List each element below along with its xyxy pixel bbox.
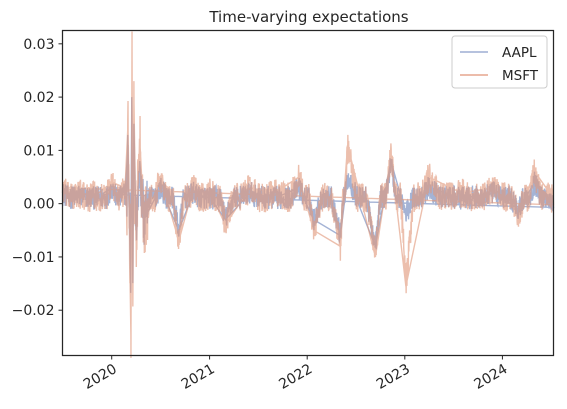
series-layer: [61, 31, 555, 358]
x-tick-label: 2021: [179, 361, 218, 393]
legend: AAPL MSFT: [451, 35, 548, 89]
y-tick-label: −0.01: [12, 250, 55, 266]
x-tick-label: 2020: [81, 361, 120, 393]
y-tick-label: 0.00: [23, 197, 54, 213]
x-tick-label: 2024: [472, 361, 511, 393]
legend-label-aapl: AAPL: [502, 45, 537, 61]
y-tick-label: 0.02: [23, 90, 54, 106]
y-tick-label: 0.01: [23, 143, 54, 159]
y-tick-label: −0.02: [12, 303, 55, 319]
x-axis: 2020 2021 2022 2023 2024: [81, 355, 511, 393]
chart-title: Time-varying expectations: [208, 8, 408, 26]
legend-label-msft: MSFT: [502, 68, 539, 84]
y-axis: −0.02 −0.01 0.00 0.01 0.02 0.03: [12, 37, 63, 319]
series-line-msft: [61, 31, 555, 358]
plot-frame: [61, 29, 555, 357]
y-tick-label: 0.03: [23, 37, 54, 53]
x-tick-label: 2023: [374, 361, 413, 393]
x-tick-label: 2022: [276, 361, 315, 393]
